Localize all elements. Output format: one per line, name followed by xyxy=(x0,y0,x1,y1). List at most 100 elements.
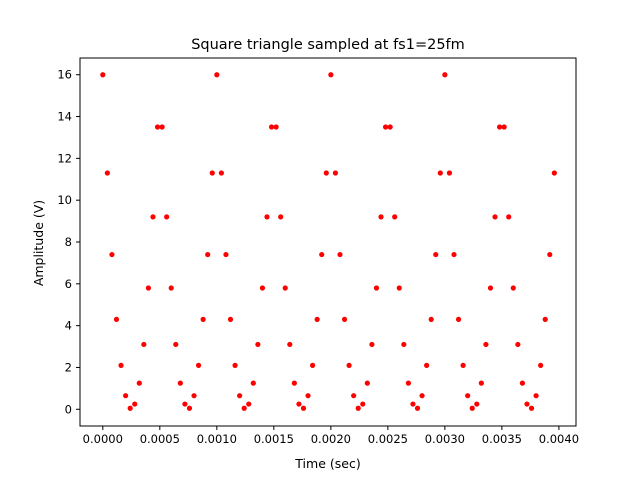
data-point xyxy=(528,405,535,411)
x-tick-label: 0.0040 xyxy=(539,432,579,446)
x-tick-label: 0.0020 xyxy=(311,432,351,446)
x-axis: 0.0000 0.0005 0.0010 0.0015 0.0020 0.0025 0.00… xyxy=(83,426,579,446)
data-point xyxy=(455,316,462,322)
data-point xyxy=(273,124,279,130)
plot-area xyxy=(79,57,577,427)
y-tick-label: 2 xyxy=(65,360,72,374)
data-point xyxy=(264,214,270,220)
data-point xyxy=(150,214,156,220)
data-point xyxy=(474,401,480,407)
x-tick-label: 0.0025 xyxy=(368,432,408,446)
data-point xyxy=(278,214,284,220)
data-point xyxy=(200,316,206,322)
data-point xyxy=(250,380,256,386)
data-point xyxy=(547,251,553,258)
data-point xyxy=(145,285,152,291)
data-point xyxy=(232,362,238,368)
data-point xyxy=(346,362,352,368)
data-point xyxy=(259,285,266,291)
data-point xyxy=(223,251,229,258)
data-point xyxy=(506,214,512,220)
data-point xyxy=(442,72,448,78)
data-point xyxy=(510,285,516,291)
data-point xyxy=(323,170,329,176)
data-point xyxy=(209,170,215,176)
data-point xyxy=(186,405,193,411)
data-point xyxy=(428,316,434,322)
y-tick-label: 8 xyxy=(65,235,72,249)
data-point xyxy=(282,285,288,291)
y-tick-label: 10 xyxy=(57,193,72,207)
data-point xyxy=(465,393,471,399)
data-series xyxy=(100,72,557,411)
axes-frame xyxy=(79,57,577,427)
data-point xyxy=(460,362,466,368)
data-point xyxy=(287,341,293,348)
x-tick-label: 0.0000 xyxy=(83,432,123,446)
data-point xyxy=(100,72,106,78)
data-point xyxy=(237,393,243,399)
data-point xyxy=(524,401,530,407)
data-point xyxy=(478,380,484,386)
data-point xyxy=(305,393,311,399)
data-point xyxy=(364,380,370,386)
data-point xyxy=(392,214,398,220)
data-point xyxy=(424,362,430,368)
data-point xyxy=(378,214,384,220)
data-point xyxy=(328,72,334,78)
data-point xyxy=(319,251,325,258)
x-tick-label: 0.0010 xyxy=(197,432,237,446)
data-point xyxy=(173,341,179,348)
data-point xyxy=(483,341,489,348)
data-point xyxy=(433,251,439,258)
data-point xyxy=(205,251,211,258)
data-point xyxy=(300,405,307,411)
y-tick-label: 16 xyxy=(57,68,72,82)
data-point xyxy=(127,405,133,411)
data-point xyxy=(538,362,544,368)
data-point xyxy=(218,170,224,176)
data-point xyxy=(469,405,475,411)
x-tick-label: 0.0015 xyxy=(254,432,294,446)
data-point xyxy=(227,316,234,322)
y-tick-label: 12 xyxy=(57,151,72,165)
data-point xyxy=(387,124,393,130)
data-point xyxy=(414,405,421,411)
y-tick-label: 6 xyxy=(65,277,72,291)
data-point xyxy=(551,170,557,176)
data-point xyxy=(332,170,339,176)
data-point xyxy=(396,285,402,291)
x-tick-label: 0.0030 xyxy=(425,432,465,446)
y-tick-label: 14 xyxy=(57,110,72,124)
x-tick-label: 0.0035 xyxy=(482,432,522,446)
data-point xyxy=(195,362,202,368)
data-point xyxy=(191,393,197,399)
y-tick-label: 0 xyxy=(65,402,72,416)
data-point xyxy=(182,401,188,407)
data-point xyxy=(355,405,361,411)
data-point xyxy=(451,251,457,258)
x-axis-label: Time (sec) xyxy=(294,456,360,471)
data-point xyxy=(296,401,302,407)
data-point xyxy=(405,380,411,386)
data-point xyxy=(497,124,503,130)
chart-title: Square triangle sampled at fs1=25fm xyxy=(191,37,465,53)
y-axis-label: Amplitude (V) xyxy=(31,200,46,286)
data-point xyxy=(123,393,129,399)
data-point xyxy=(214,72,220,78)
data-point xyxy=(341,316,348,322)
data-point xyxy=(501,124,507,130)
data-point xyxy=(310,362,316,368)
data-point xyxy=(382,124,389,130)
data-point xyxy=(159,124,165,130)
data-point xyxy=(533,393,539,399)
data-point xyxy=(369,341,375,348)
data-point xyxy=(373,285,380,291)
data-point xyxy=(141,341,147,348)
data-point xyxy=(542,316,548,322)
data-point xyxy=(177,380,183,386)
data-point xyxy=(104,170,110,176)
data-point xyxy=(314,316,320,322)
data-point xyxy=(113,316,120,322)
y-tick-label: 4 xyxy=(65,319,72,333)
